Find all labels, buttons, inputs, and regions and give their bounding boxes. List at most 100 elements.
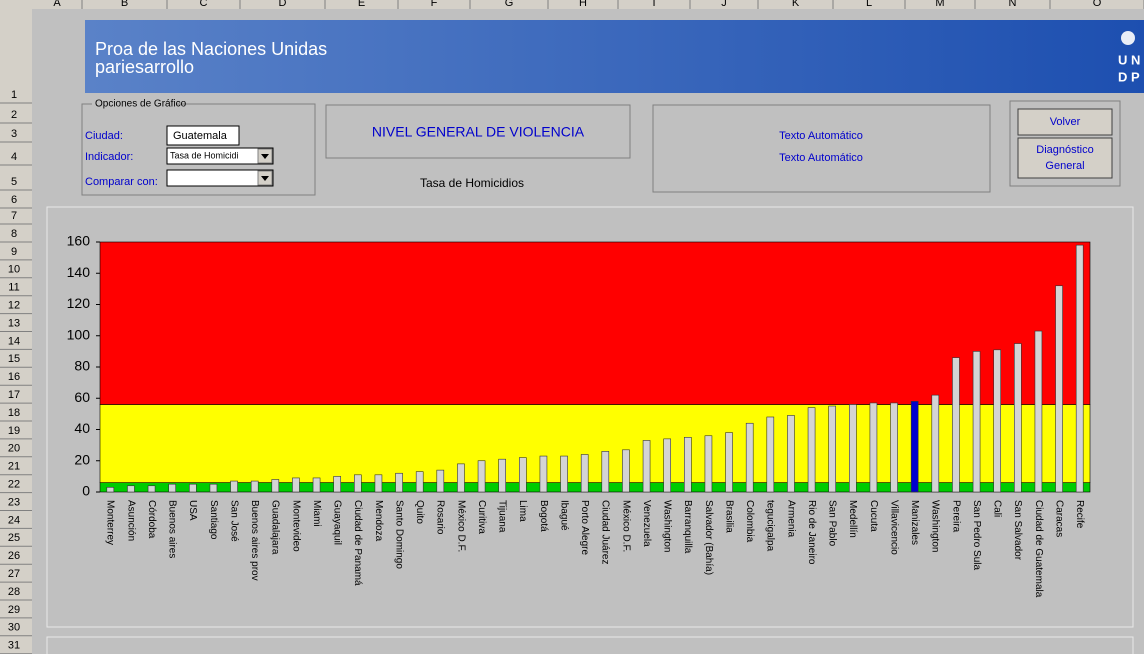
x-tick-label: Buenos aires	[167, 500, 178, 558]
bar	[539, 455, 548, 493]
banner-text: Proa de las Naciones Unidas	[95, 39, 327, 59]
bar	[1014, 343, 1022, 493]
x-tick-label: Brasilia	[723, 500, 734, 533]
x-tick-label: Pereira	[950, 500, 961, 533]
bar	[354, 474, 362, 493]
bar	[395, 472, 403, 493]
y-tick-label: 80	[74, 358, 90, 374]
x-tick-label: San José	[228, 500, 239, 542]
x-tick-label: México D.F.	[620, 500, 631, 552]
column-header: O	[1093, 0, 1102, 9]
logo-text: D P	[1118, 69, 1140, 84]
auto-text: Texto Automático	[779, 130, 863, 142]
x-tick-label: Guadalajara	[270, 500, 281, 555]
x-tick-label: Caracas	[1053, 500, 1064, 537]
bar	[745, 422, 754, 493]
x-tick-label: Venezuela	[641, 500, 652, 547]
column-header: A	[53, 0, 61, 9]
indicator-value: Tasa de Homicidi	[170, 150, 239, 160]
y-tick-label: 160	[67, 233, 91, 249]
options-group	[81, 103, 316, 196]
x-tick-label: Recife	[1074, 500, 1085, 529]
auto-text-box	[652, 104, 991, 193]
column-header: L	[866, 0, 872, 9]
row-header: 17	[8, 389, 20, 401]
x-tick-label: San Pablo	[827, 500, 838, 547]
y-tick-label: 140	[67, 264, 91, 280]
row-header: 25	[8, 532, 20, 544]
y-tick-label: 60	[74, 389, 90, 405]
field-label: Ciudad:	[85, 130, 123, 142]
x-tick-label: Medellín	[847, 500, 858, 538]
row-header: 27	[8, 568, 20, 580]
row-header: 28	[8, 586, 20, 598]
bar	[477, 460, 486, 493]
row-header: 31	[8, 640, 20, 652]
bar	[333, 476, 341, 493]
y-tick-label: 20	[74, 451, 90, 467]
row-header: 26	[8, 550, 20, 562]
bar	[147, 485, 156, 493]
bar	[106, 487, 115, 493]
bar	[580, 454, 589, 493]
indicator-select[interactable]	[166, 147, 274, 165]
compare-select[interactable]	[166, 169, 274, 187]
x-tick-label: San Salvador	[1012, 500, 1023, 561]
bar	[642, 440, 651, 493]
button-diagnostico[interactable]	[1017, 137, 1113, 179]
row-header: 24	[8, 514, 20, 526]
x-tick-label: Miami	[311, 500, 322, 527]
row-header: 3	[11, 128, 17, 140]
bar	[127, 485, 135, 493]
x-tick-label: Rio de Janeiro	[806, 500, 817, 565]
bar	[910, 401, 919, 493]
x-tick-label: Colombia	[744, 500, 755, 543]
bar	[807, 407, 816, 493]
button-label: Diagnóstico General	[1036, 144, 1093, 172]
row-header: 22	[8, 479, 20, 491]
x-tick-label: USA	[187, 500, 198, 521]
bar	[766, 416, 775, 493]
x-tick-label: Cali	[992, 500, 1003, 517]
column-header: B	[121, 0, 128, 9]
row-header: 16	[8, 371, 20, 383]
x-tick-label: Ciudad de Guatemala	[1033, 500, 1044, 598]
x-tick-label: Manizales	[909, 500, 920, 545]
heading: NIVEL GENERAL DE VIOLENCIA	[372, 124, 585, 140]
x-tick-label: Asunción	[125, 500, 136, 541]
x-tick-label: Córdoba	[146, 500, 157, 539]
x-tick-label: Guayaquil	[332, 500, 343, 545]
x-tick-label: Rosario	[435, 500, 446, 535]
x-tick-label: Santiago	[208, 500, 219, 540]
button-volver[interactable]	[1017, 108, 1113, 136]
city-input[interactable]	[166, 125, 240, 146]
x-tick-label: Villavicencio	[888, 500, 899, 555]
column-header: G	[505, 0, 514, 9]
x-tick-label: Washington	[930, 500, 941, 552]
bar	[415, 471, 424, 493]
x-tick-label: Porto Alegre	[579, 500, 590, 555]
x-tick-label: Monterrey	[105, 500, 116, 545]
button-label: Volver	[1050, 116, 1081, 128]
column-header: I	[652, 0, 655, 9]
bar	[1075, 244, 1084, 493]
bar	[787, 415, 795, 493]
bar	[622, 449, 630, 493]
city-value: Guatemala	[173, 130, 228, 142]
row-header: 30	[8, 622, 20, 634]
bar	[250, 480, 259, 493]
y-tick-label: 0	[82, 483, 90, 499]
zone-band	[99, 404, 1091, 483]
x-tick-label: Bogotá	[538, 500, 549, 532]
auto-text: Texto Automático	[779, 152, 863, 164]
row-header: 4	[11, 151, 17, 163]
column-header: F	[431, 0, 438, 9]
bar	[952, 357, 960, 493]
row-header: 11	[8, 282, 19, 294]
x-tick-label: Tijuana	[497, 500, 508, 533]
row-header: 6	[11, 194, 17, 206]
bar	[704, 435, 713, 493]
bar	[890, 402, 898, 493]
row-header: 29	[8, 604, 20, 616]
bar	[828, 405, 836, 493]
